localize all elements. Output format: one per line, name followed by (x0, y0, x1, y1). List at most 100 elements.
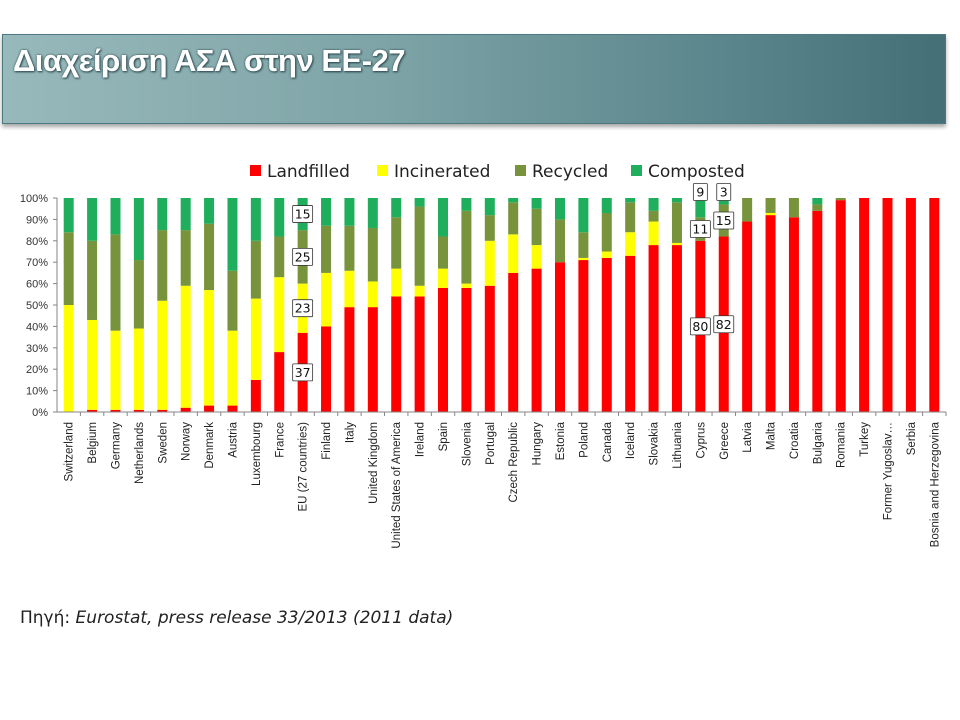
bar-stack-finland (321, 198, 332, 412)
x-tick-label-slovakia: Slovakia (649, 421, 661, 465)
annotation-box (292, 205, 314, 223)
bar-stack-norway (180, 198, 191, 412)
bar-composted-luxembourg (250, 198, 261, 241)
bar-recycled-spain (438, 236, 449, 269)
bar-stack-italy (344, 198, 355, 412)
bar-incinerated-portugal (484, 240, 495, 286)
annotation-eu-27-countries-incinerated: 23 (292, 299, 314, 318)
bar-recycled-czech-republic (508, 202, 519, 235)
legend-label-landfilled: Landfilled (267, 162, 350, 182)
bar-landfilled-iceland (625, 255, 636, 412)
y-tick-label: 30% (26, 343, 48, 355)
bar-stack-malta (765, 198, 776, 412)
x-tick-label-belgium: Belgium (87, 422, 99, 464)
annotation-value: 23 (295, 301, 311, 316)
x-tick-label-ireland: Ireland (415, 422, 427, 457)
bar-landfilled-finland (321, 326, 332, 412)
bar-incinerated-italy (344, 270, 355, 308)
bar-landfilled-italy (344, 307, 355, 412)
bar-landfilled-canada (601, 257, 612, 412)
bar-recycled-hungary (531, 208, 542, 246)
bar-incinerated-germany (110, 330, 121, 410)
source-text: Eurostat, press release 33/2013 (2011 da… (75, 608, 454, 628)
bar-incinerated-united-kingdom (367, 281, 378, 308)
bar-landfilled-sweden (157, 409, 168, 412)
bar-landfilled-croatia (788, 217, 799, 412)
x-tick-label-greece: Greece (719, 422, 731, 460)
bar-recycled-romania (835, 198, 846, 201)
annotation-box (292, 247, 314, 266)
bar-recycled-poland (578, 232, 589, 258)
y-tick-label: 10% (26, 386, 48, 398)
bar-recycled-latvia (742, 198, 753, 222)
annotation-cyprus-composted: 9 (692, 183, 708, 201)
bar-recycled-slovakia (648, 210, 659, 222)
annotation-greece-landfilled: 82 (713, 315, 735, 334)
annotation-box (713, 211, 735, 230)
bar-stack-croatia (788, 198, 799, 412)
y-tick-label: 50% (26, 300, 48, 312)
bar-composted-finland (321, 198, 332, 226)
bar-landfilled-turkey (859, 198, 870, 412)
bar-stack-ireland (414, 198, 425, 412)
legend-label-incinerated: Incinerated (394, 162, 490, 182)
bar-incinerated-canada (601, 251, 612, 258)
bar-recycled-germany (110, 234, 121, 331)
value-annotations: 37 23 25 15 80 11 9 82 15 3 (292, 183, 735, 382)
bar-landfilled-germany (110, 409, 121, 412)
x-tick-label-former-yugoslav: Former Yugoslav… (883, 422, 895, 520)
y-tick-label: 70% (26, 257, 48, 269)
bar-incinerated-czech-republic (508, 234, 519, 273)
title-banner: Διαχείριση ΑΣΑ στην ΕΕ-27 (2, 34, 946, 124)
x-tick-label-croatia: Croatia (789, 421, 801, 459)
x-tick-label-serbia: Serbia (906, 421, 918, 455)
bar-composted-estonia (554, 198, 565, 220)
bar-composted-iceland (625, 198, 636, 203)
y-tick-label: 40% (26, 321, 48, 333)
bar-landfilled-austria (227, 405, 238, 412)
bar-composted-canada (601, 198, 612, 213)
bar-recycled-france (274, 236, 285, 278)
annotation-value: 9 (696, 185, 704, 200)
annotation-box (716, 183, 732, 201)
annotation-box (292, 363, 314, 382)
bar-incinerated-france (274, 277, 285, 353)
y-tick-label: 0% (32, 407, 48, 419)
bar-composted-lithuania (671, 198, 682, 203)
bar-stack-belgium (87, 198, 98, 412)
bar-stack-greece (718, 198, 729, 412)
bar-composted-switzerland (63, 198, 74, 233)
bar-landfilled-former-yugoslav (882, 198, 893, 412)
bar-landfilled-portugal (484, 285, 495, 412)
x-tick-label-bulgaria: Bulgaria (812, 421, 824, 464)
x-tick-label-sweden: Sweden (157, 422, 169, 464)
bar-stack-united-states-of-america (391, 198, 402, 412)
bar-stack-united-kingdom (367, 198, 378, 412)
annotation-eu-27-countries-landfilled: 37 (292, 363, 314, 382)
bar-composted-poland (578, 198, 589, 233)
x-tick-label-spain: Spain (438, 422, 450, 451)
bar-recycled-portugal (484, 215, 495, 241)
x-tick-label-netherlands: Netherlands (134, 422, 146, 484)
bar-landfilled-ireland (414, 296, 425, 412)
x-tick-label-iceland: Iceland (625, 422, 637, 459)
bar-incinerated-austria (227, 330, 238, 406)
bar-landfilled-romania (835, 200, 846, 412)
bar-composted-cyprus (695, 198, 706, 218)
bar-landfilled-serbia (905, 198, 916, 412)
bar-stack-hungary (531, 198, 542, 412)
bar-composted-germany (110, 198, 121, 235)
legend-label-composted: Composted (648, 162, 745, 182)
bar-composted-austria (227, 198, 238, 271)
bar-recycled-iceland (625, 202, 636, 233)
bar-stack-estonia (554, 198, 565, 412)
bar-stack-serbia (905, 198, 916, 412)
bar-stack-austria (227, 198, 238, 412)
bar-stack-bosnia-and-herzegovina (929, 198, 940, 412)
bar-landfilled-netherlands (133, 409, 144, 412)
bar-composted-italy (344, 198, 355, 226)
bar-incinerated-netherlands (133, 328, 144, 410)
bar-incinerated-slovakia (648, 221, 659, 246)
bar-landfilled-malta (765, 215, 776, 412)
x-tick-label-malta: Malta (766, 421, 778, 450)
